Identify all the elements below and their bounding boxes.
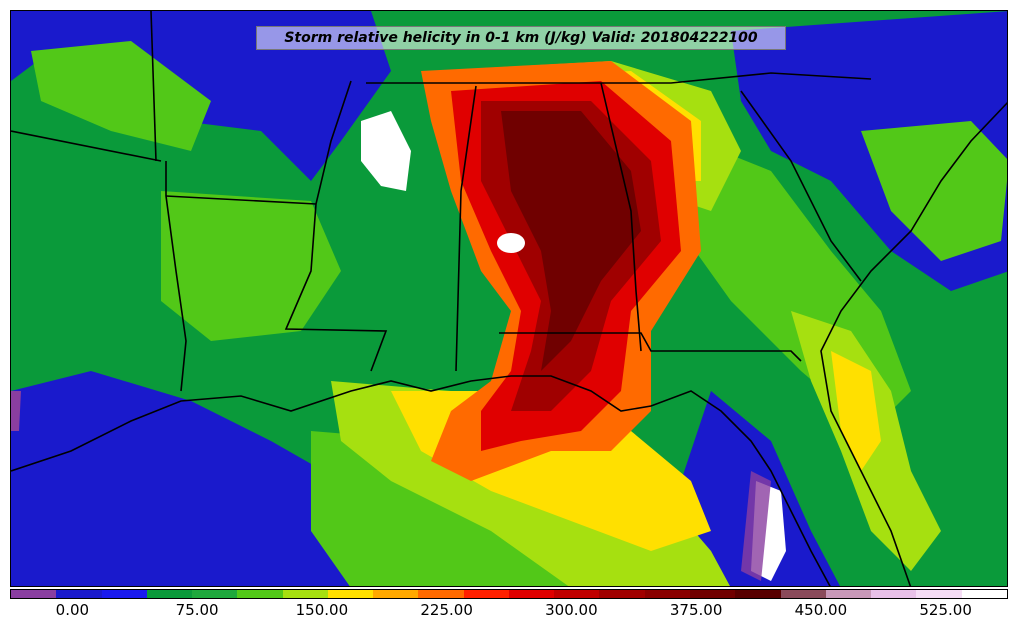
field-white-ms (497, 233, 525, 253)
colorbar-segment (554, 590, 600, 598)
colorbar (10, 589, 1008, 599)
colorbar-segment (237, 590, 283, 598)
colorbar-tick-label: 75.00 (175, 601, 219, 619)
map-title: Storm relative helicity in 0-1 km (J/kg)… (256, 26, 786, 50)
state-line-ms-al (455, 85, 477, 372)
colorbar-segment (735, 590, 781, 598)
state-line-ms-river (284, 80, 388, 372)
coastline-atlantic (820, 101, 1007, 586)
colorbar-segment (871, 590, 917, 598)
field-yellow-e (831, 351, 881, 471)
colorbar-segment (56, 590, 102, 598)
colorbar-segment (192, 590, 238, 598)
state-line-al-ga (600, 82, 642, 352)
state-line-tx-ok (11, 130, 162, 162)
state-line-north (366, 72, 872, 84)
colorbar-tick-label: 225.00 (420, 601, 473, 619)
colorbar-segment (916, 590, 962, 598)
colorbar-tick-label: 525.00 (919, 601, 972, 619)
colorbar-segment (780, 590, 826, 598)
boundary-lines (11, 11, 1007, 586)
colorbar-segment (282, 590, 328, 598)
colorbar-segment (463, 590, 509, 598)
state-line-ar-la (165, 195, 317, 205)
colorbar-segment (146, 590, 193, 598)
field-green-nw (31, 41, 211, 151)
field-maroon (501, 111, 641, 371)
state-line-al-fl (499, 332, 802, 362)
colorbar-ticks: 0.00 75.00 150.00 225.00 300.00 375.00 450.00 5… (10, 601, 1008, 625)
colorbar-tick-label: 375.00 (669, 601, 723, 619)
coastline-gulf (11, 375, 831, 586)
colorbar-segment (327, 590, 374, 598)
map-panel: Storm relative helicity in 0-1 km (J/kg)… (10, 10, 1008, 587)
field-green-w (161, 191, 341, 341)
colorbar-tick-label: 0.00 (55, 601, 90, 619)
colorbar-tick-label: 450.00 (794, 601, 848, 619)
field-purple-fl (741, 471, 771, 581)
colorbar-segment (689, 590, 736, 598)
state-line-ga-sc (740, 90, 862, 282)
colorbar-tick-label: 150.00 (295, 601, 349, 619)
colorbar-segment (599, 590, 645, 598)
colorbar-segment (508, 590, 555, 598)
field-green-ne (861, 121, 1007, 261)
colorbar-segment (11, 590, 57, 598)
colorbar-segment (644, 590, 690, 598)
state-line-tx-east (165, 161, 187, 392)
colorbar-segment (961, 590, 1007, 598)
colorbar-segment (373, 590, 419, 598)
colorbar-segment (418, 590, 464, 598)
field-purple-w (11, 391, 21, 431)
colorbar-tick-label: 300.00 (545, 601, 598, 619)
field-white-ar (361, 111, 411, 191)
colorbar-segment (825, 590, 872, 598)
helicity-field-map (11, 11, 1007, 586)
state-line-ok-ar (150, 11, 157, 162)
colorbar-segment (101, 590, 147, 598)
